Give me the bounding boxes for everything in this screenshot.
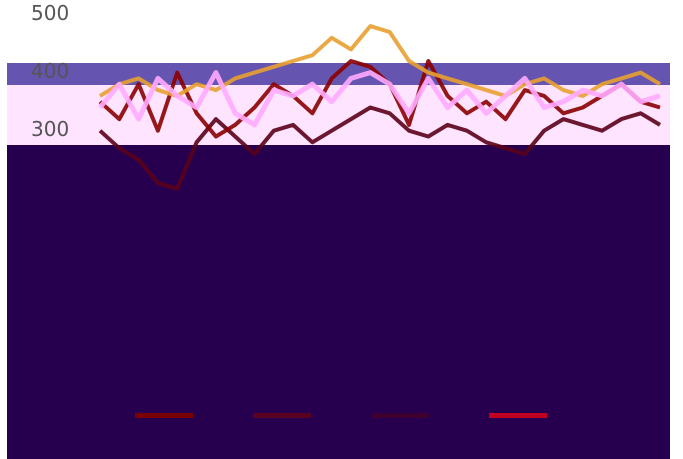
legend-swatch xyxy=(253,413,311,418)
y-tick-label: 400 xyxy=(31,59,69,83)
plot-background xyxy=(7,95,670,459)
series-line xyxy=(98,105,662,191)
legend-swatch xyxy=(135,413,193,418)
legend-swatch xyxy=(489,413,547,418)
y-tick-label: 500 xyxy=(31,1,69,25)
series-line xyxy=(98,24,662,98)
series-line xyxy=(98,70,661,128)
legend-swatch xyxy=(371,413,429,418)
y-tick-label: 300 xyxy=(31,117,69,141)
